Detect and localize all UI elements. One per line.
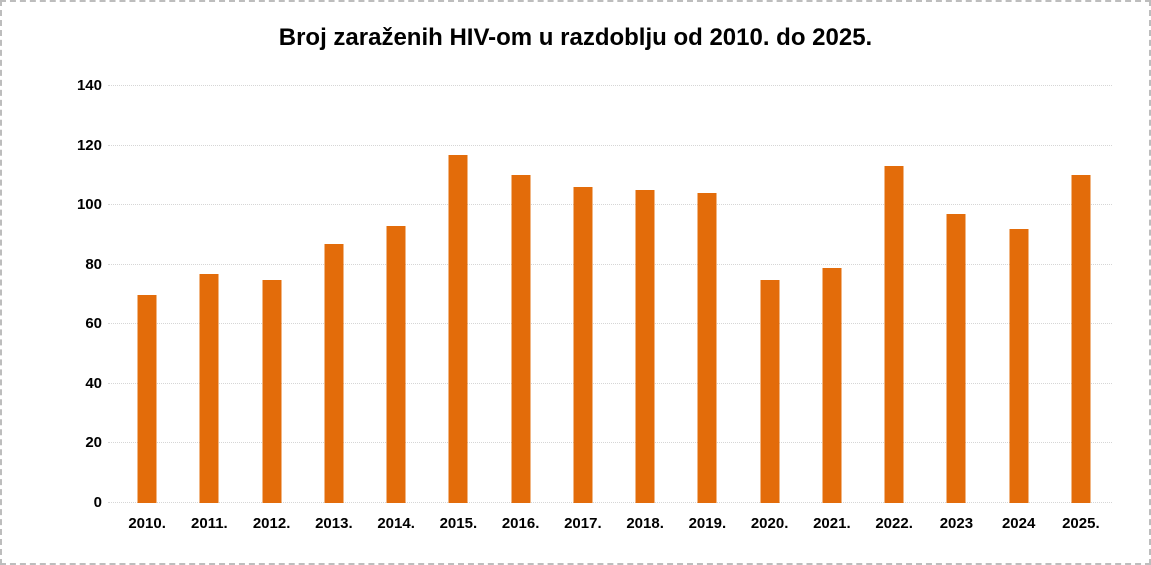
bar-2020 [760,279,780,503]
bar-2015 [448,154,468,503]
x-tick-label-2024: 2024 [1001,515,1036,532]
x-tick-label-2020: 2020. [750,515,789,532]
x-tick-label-2022: 2022. [875,515,913,532]
x-tick-label-2013: 2013. [315,515,353,532]
y-tick-label-80: 80 [85,255,102,273]
bar-column-2015 [427,86,489,503]
bar-series [116,86,1112,503]
x-tick-label-2018: 2018. [626,515,664,532]
plot-area [108,85,1112,503]
bar-2018 [635,190,655,503]
bar-2016 [511,175,531,503]
y-tick-label-60: 60 [85,315,102,333]
bar-2010 [137,294,157,503]
y-tick-label-100: 100 [76,196,102,214]
bar-column-2022 [863,86,925,503]
bar-column-2016 [490,86,552,503]
gridline-20 [108,442,1112,444]
bar-column-2024 [988,86,1050,503]
bar-2012 [262,279,282,503]
bar-column-2011 [178,86,240,503]
bar-column-2013 [303,86,365,503]
y-tick-label-120: 120 [76,136,102,154]
y-tick-label-40: 40 [85,374,102,392]
bar-column-2019 [676,86,738,503]
bar-column-2025 [1050,86,1112,503]
bar-2022 [884,166,904,503]
x-tick-label-2023: 2023 [939,515,974,532]
gridline-120 [108,144,1112,146]
x-tick-label-2019: 2019. [688,515,727,532]
x-tick-label-2014: 2014. [377,515,415,532]
bar-2013 [324,243,344,503]
bar-column-2012 [241,86,303,503]
x-tick-label-2016: 2016. [501,515,540,532]
x-tick-label-2015: 2015. [439,515,478,532]
y-tick-label-0: 0 [93,494,102,511]
bar-2017 [573,187,593,503]
gridline-140 [108,85,1112,86]
x-tick-label-2017: 2017. [564,515,602,532]
x-tick-label-2021: 2021. [813,515,851,532]
bar-2019 [697,193,717,503]
bar-2024 [1009,228,1029,503]
bar-column-2020 [739,86,801,503]
x-tick-label-2025: 2025. [1062,515,1100,532]
gridline-0 [108,502,1112,503]
bar-column-2021 [801,86,863,503]
x-tick-label-2010: 2010. [128,515,166,532]
bar-2014 [386,226,406,503]
bar-2011 [199,273,219,503]
bar-2023 [946,214,966,503]
bar-2021 [822,267,842,503]
gridline-100 [108,204,1112,206]
y-tick-label-20: 20 [85,434,102,452]
gridline-40 [108,382,1112,384]
bar-column-2018 [614,86,676,503]
bar-column-2010 [116,86,178,503]
gridline-80 [108,263,1112,265]
x-axis-labels: 2010. 2011. 2012. 2013. 2014. 2015. 2016. 2017.… [116,515,1112,532]
bar-column-2023 [925,86,987,503]
x-tick-label-2012: 2012. [252,515,291,532]
gridline-60 [108,323,1112,325]
bar-column-2017 [552,86,614,503]
chart-title: Broj zaraženih HIV-om u razdoblju od 201… [278,24,873,51]
bar-2025 [1071,175,1091,503]
y-tick-label-140: 140 [76,77,102,94]
x-tick-label-2011: 2011. [191,515,228,532]
bar-column-2014 [365,86,427,503]
